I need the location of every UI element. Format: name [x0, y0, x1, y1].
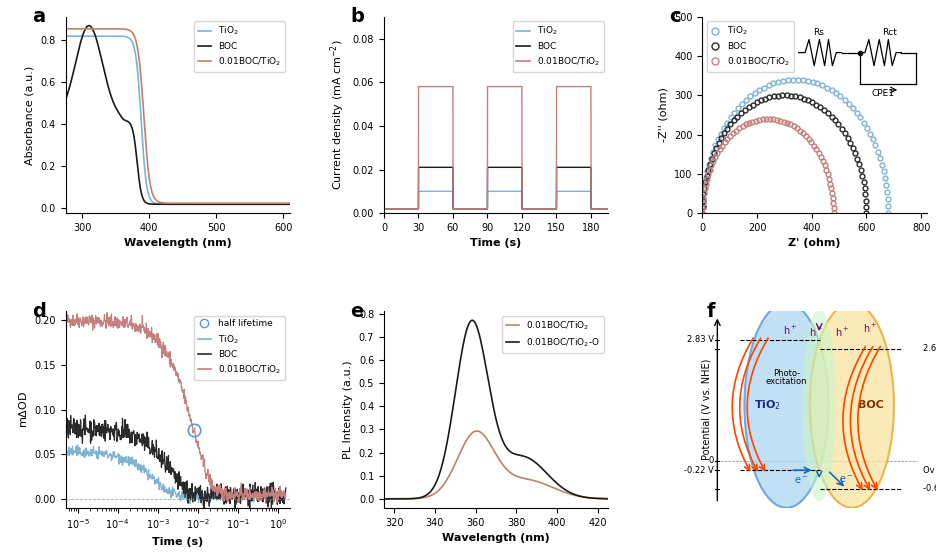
Text: c: c	[668, 7, 680, 26]
Y-axis label: PL Intensity (a.u.): PL Intensity (a.u.)	[344, 360, 353, 459]
Ellipse shape	[802, 309, 836, 502]
Y-axis label: Absorbance (a.u.): Absorbance (a.u.)	[25, 65, 35, 165]
Text: 0: 0	[709, 456, 713, 465]
Legend: TiO$_2$, BOC, 0.01BOC/TiO$_2$: TiO$_2$, BOC, 0.01BOC/TiO$_2$	[194, 21, 285, 71]
Text: TiO$_2$: TiO$_2$	[754, 398, 782, 412]
X-axis label: Time (s): Time (s)	[152, 537, 203, 547]
Text: h$^+$: h$^+$	[863, 322, 878, 335]
Y-axis label: m$\Delta$OD: m$\Delta$OD	[17, 391, 29, 428]
Text: b: b	[350, 7, 364, 26]
Text: e: e	[350, 301, 364, 320]
Ellipse shape	[744, 303, 828, 508]
Text: 2.83 V: 2.83 V	[687, 335, 713, 344]
X-axis label: Z' (ohm): Z' (ohm)	[788, 238, 841, 248]
Text: h$^+$: h$^+$	[783, 324, 797, 337]
X-axis label: Wavelength (nm): Wavelength (nm)	[124, 238, 231, 248]
Text: -0.65 V: -0.65 V	[923, 484, 936, 493]
Legend: TiO$_2$, BOC, 0.01BOC/TiO$_2$: TiO$_2$, BOC, 0.01BOC/TiO$_2$	[707, 21, 794, 71]
Ellipse shape	[810, 303, 894, 508]
Text: Ov state: Ov state	[923, 466, 936, 475]
Text: e$^-$: e$^-$	[839, 474, 854, 485]
Text: 2.63 V: 2.63 V	[923, 344, 936, 353]
Legend: TiO$_2$, BOC, 0.01BOC/TiO$_2$: TiO$_2$, BOC, 0.01BOC/TiO$_2$	[513, 21, 604, 71]
Text: -0.22 V: -0.22 V	[684, 466, 713, 475]
Text: f: f	[707, 301, 715, 320]
Text: e$^-$: e$^-$	[795, 475, 809, 487]
Text: BOC: BOC	[857, 400, 884, 410]
Text: d: d	[32, 301, 46, 320]
Text: h$^+$: h$^+$	[835, 326, 850, 339]
Legend: half lifetime, TiO$_2$, BOC, 0.01BOC/TiO$_2$: half lifetime, TiO$_2$, BOC, 0.01BOC/TiO…	[194, 316, 285, 379]
Y-axis label: -Z'' (ohm): -Z'' (ohm)	[659, 88, 668, 142]
Legend: 0.01BOC/TiO$_2$, 0.01BOC/TiO$_2$-O: 0.01BOC/TiO$_2$, 0.01BOC/TiO$_2$-O	[502, 316, 604, 353]
Text: Potential (V vs. NHE): Potential (V vs. NHE)	[701, 359, 711, 460]
Y-axis label: Current density (mA cm$^{-2}$): Current density (mA cm$^{-2}$)	[329, 40, 347, 190]
Text: excitation: excitation	[766, 377, 807, 386]
Text: a: a	[32, 7, 45, 26]
X-axis label: Wavelength (nm): Wavelength (nm)	[442, 533, 550, 543]
Text: Photo-: Photo-	[773, 369, 800, 378]
X-axis label: Time (s): Time (s)	[471, 238, 521, 248]
Text: h$^+$: h$^+$	[809, 326, 824, 339]
